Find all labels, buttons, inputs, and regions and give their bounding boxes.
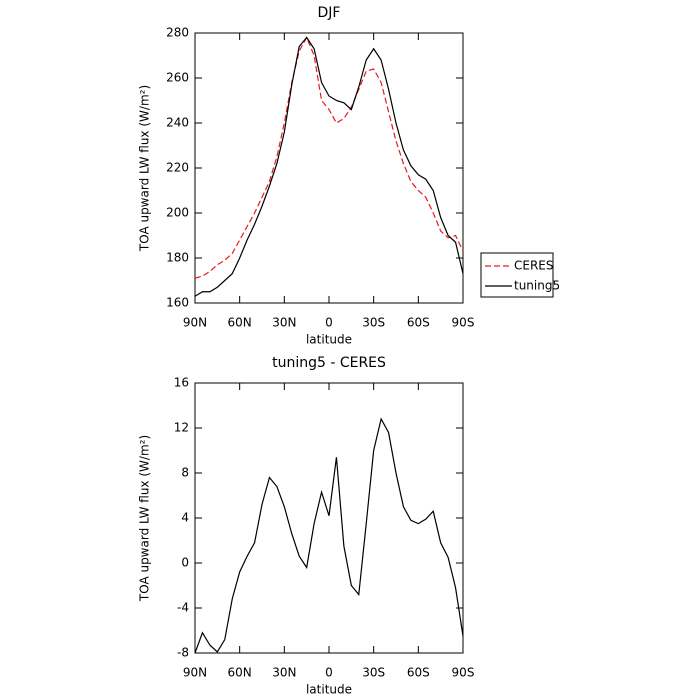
y-tick-label: 160: [166, 296, 189, 310]
y-tick-label: 280: [166, 26, 189, 40]
y-tick-label: 16: [174, 376, 189, 390]
x-tick-label: 60S: [407, 666, 430, 680]
x-tick-label: 90N: [183, 316, 207, 330]
y-tick-label: -4: [177, 601, 189, 615]
y-axis-label: TOA upward LW flux (W/m²): [138, 435, 152, 602]
data-line: [194, 417, 464, 654]
x-tick-label: 60N: [228, 316, 252, 330]
x-tick-label: 90N: [183, 666, 207, 680]
x-axis-label: latitude: [306, 683, 352, 697]
x-tick-label: 60N: [228, 666, 252, 680]
plot-frame: [194, 382, 464, 654]
y-tick-label: 0: [181, 556, 189, 570]
x-tick-label: 30S: [362, 666, 385, 680]
x-tick-label: 90S: [452, 316, 475, 330]
chart-title: tuning5 - CERES: [272, 355, 386, 371]
x-tick-label: 30N: [272, 666, 296, 680]
y-axis-label: TOA upward LW flux (W/m²): [138, 85, 152, 252]
data-line: [194, 36, 464, 279]
x-tick-label: 0: [325, 666, 333, 680]
x-tick-label: 0: [325, 316, 333, 330]
x-tick-label: 30S: [362, 316, 385, 330]
x-axis-label: latitude: [306, 333, 352, 347]
legend-box: [480, 252, 554, 298]
y-tick-label: 260: [166, 71, 189, 85]
y-tick-label: 12: [174, 421, 189, 435]
x-tick-label: 90S: [452, 666, 475, 680]
x-tick-label: 30N: [272, 316, 296, 330]
legend-label: CERES: [514, 259, 554, 273]
y-tick-label: 8: [181, 466, 189, 480]
y-tick-label: -8: [177, 646, 189, 660]
y-tick-label: 4: [181, 511, 189, 525]
y-tick-label: 220: [166, 161, 189, 175]
legend-label: tuning5: [514, 279, 560, 293]
y-tick-label: 240: [166, 116, 189, 130]
x-tick-label: 60S: [407, 316, 430, 330]
y-tick-label: 180: [166, 251, 189, 265]
data-line: [194, 36, 464, 297]
plot-frame: [194, 32, 464, 304]
chart-title: DJF: [318, 5, 341, 21]
y-tick-label: 200: [166, 206, 189, 220]
